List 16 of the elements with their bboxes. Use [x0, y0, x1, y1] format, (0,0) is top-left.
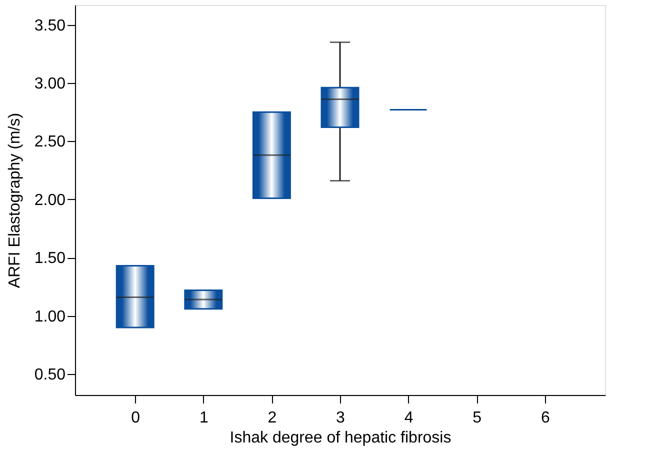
x-tick-label: 0 [131, 410, 140, 426]
x-tick-label: 6 [540, 410, 550, 426]
y-tick-label: 0.50 [34, 366, 66, 384]
x-tick-label: 5 [472, 410, 482, 426]
x-tick-label: 3 [336, 410, 346, 426]
y-tick-label: 3.50 [34, 17, 66, 34]
y-tick-label: 3.00 [34, 76, 66, 92]
y-tick-label: 2.50 [34, 134, 66, 151]
y-tick-label: 1.50 [34, 250, 66, 268]
x-tick-label: 4 [404, 410, 414, 426]
x-tick-label: 1 [199, 410, 208, 426]
y-tick-label: 2.00 [34, 192, 66, 209]
x-axis-title: Ishak degree of hepatic fibrosis [230, 430, 452, 446]
x-tick-label: 2 [268, 410, 277, 426]
y-axis-title: ARFI Elastography (m/s) [6, 112, 24, 288]
y-tick-label: 1.00 [34, 308, 66, 326]
